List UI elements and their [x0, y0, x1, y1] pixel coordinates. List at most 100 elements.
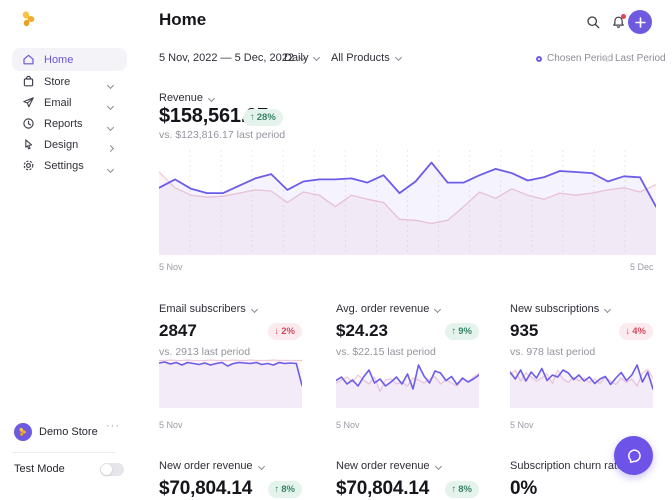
email-subscribers-value: 2847: [159, 321, 197, 340]
new-order-revenue-delta-badge: ↑ 8%: [267, 480, 302, 498]
email-subscribers-chart[interactable]: [159, 358, 302, 408]
avg-order-revenue-metric-select[interactable]: Avg. order revenue: [336, 303, 479, 315]
product-filter-select[interactable]: All Products: [331, 52, 402, 64]
delta-arrow-icon: ↑: [451, 483, 457, 495]
interval-select[interactable]: Daily: [284, 52, 321, 64]
delta-arrow-icon: ↑: [250, 112, 255, 123]
notifications-button[interactable]: [608, 12, 628, 32]
chevron-down-icon: [604, 305, 612, 313]
store-avatar: [14, 423, 32, 441]
new-order-revenue-metric-select[interactable]: New order revenue: [336, 460, 479, 472]
mini-chart-x-label: 5 Nov: [336, 420, 360, 430]
new-subscriptions-comparison: vs. 978 last period: [510, 346, 596, 358]
legend-last-period[interactable]: Last Period: [604, 53, 666, 64]
sidebar-divider: [12, 452, 115, 453]
avg-order-revenue-chart[interactable]: [336, 358, 479, 408]
test-mode-row: Test Mode: [14, 463, 124, 476]
sidebar-item-store[interactable]: Store: [0, 71, 127, 92]
sidebar-item-home[interactable]: Home: [12, 48, 127, 71]
app-logo-icon: [20, 10, 38, 30]
revenue-delta-badge: ↑ 28%: [243, 109, 283, 126]
sidebar-item-label: Store: [44, 75, 71, 88]
search-button[interactable]: [583, 12, 603, 32]
delta-arrow-icon: ↑: [274, 483, 280, 495]
new-subscriptions-metric-select[interactable]: New subscriptions: [510, 303, 653, 315]
test-mode-toggle[interactable]: [100, 463, 124, 476]
chevron-down-icon: [106, 81, 115, 90]
notification-badge: [621, 14, 626, 19]
sidebar-item-settings[interactable]: Settings: [0, 155, 127, 176]
store-more-button[interactable]: ···: [106, 420, 120, 432]
chat-launcher-button[interactable]: [614, 436, 653, 475]
email-subscribers-delta-badge: ↓ 2%: [267, 322, 302, 340]
new-order-revenue-value: $70,804.14: [336, 478, 430, 499]
chosen-period-dot-icon: [536, 55, 542, 62]
avg-order-revenue-card: Avg. order revenue $24.23 ↑ 9% vs. $22.1…: [336, 303, 479, 430]
mini-chart-x-label: 5 Nov: [510, 420, 534, 430]
page-title: Home: [159, 10, 207, 29]
subscription-churn-value: 0%: [510, 478, 538, 499]
revenue-comparison: vs. $123,816.17 last period: [159, 129, 286, 141]
chart-x-end-label: 5 Dec: [630, 262, 654, 272]
chevron-down-icon: [106, 123, 115, 132]
new-order-revenue-value: $70,804.14: [159, 478, 253, 499]
subscription-churn-metric-select[interactable]: Subscription churn rate: [510, 460, 653, 472]
new-order-revenue-metric-select[interactable]: New order revenue: [159, 460, 302, 472]
add-button[interactable]: [628, 10, 652, 34]
chevron-down-icon: [257, 462, 265, 470]
chevron-down-icon: [313, 53, 321, 61]
sidebar-item-email[interactable]: Email: [0, 92, 127, 113]
email-subscribers-comparison: vs. 2913 last period: [159, 346, 251, 358]
chat-bubble-icon: [627, 448, 641, 463]
sidebar-item-label: Email: [44, 96, 72, 109]
chevron-down-icon: [434, 462, 442, 470]
new-order-revenue-card-2: New order revenue $70,804.14 ↑ 8%: [336, 460, 479, 500]
store-name: Demo Store: [39, 426, 98, 438]
sidebar-item-design[interactable]: Design: [0, 134, 127, 155]
chevron-down-icon: [250, 305, 258, 313]
chevron-right-icon: [106, 144, 115, 153]
sidebar-item-label: Design: [44, 138, 79, 151]
sidebar-item-label: Reports: [44, 117, 83, 130]
revenue-label: Revenue: [159, 92, 204, 104]
mini-chart-x-label: 5 Nov: [159, 420, 183, 430]
store-switcher[interactable]: Demo Store: [14, 422, 120, 442]
cursor-icon: [22, 138, 35, 151]
test-mode-label: Test Mode: [14, 463, 65, 475]
sidebar-item-label: Settings: [44, 159, 84, 172]
sidebar-nav: Home Store Email Reports: [0, 48, 127, 176]
home-icon: [22, 53, 35, 66]
date-range-value: 5 Nov, 2022 — 5 Dec, 2022: [159, 52, 294, 64]
interval-value: Daily: [284, 52, 309, 64]
avg-order-revenue-value: $24.23: [336, 321, 388, 340]
sidebar: Home Store Email Reports: [0, 0, 127, 494]
new-order-revenue-delta-badge: ↑ 8%: [444, 480, 479, 498]
chart-x-start-label: 5 Nov: [159, 262, 183, 272]
date-range-picker[interactable]: 5 Nov, 2022 — 5 Dec, 2022: [159, 52, 306, 64]
new-subscriptions-delta-badge: ↓ 4%: [618, 322, 653, 340]
legend-chosen-period[interactable]: Chosen Period: [536, 53, 613, 64]
delta-arrow-icon: ↓: [274, 325, 280, 337]
clock-icon: [22, 117, 35, 130]
chevron-down-icon: [208, 94, 216, 102]
legend-last-label: Last Period: [615, 53, 666, 64]
revenue-chart[interactable]: [159, 150, 656, 255]
last-period-dot-icon: [604, 55, 610, 62]
new-order-revenue-card-1: New order revenue $70,804.14 ↑ 8%: [159, 460, 302, 500]
store-icon: [22, 75, 35, 88]
sidebar-item-reports[interactable]: Reports: [0, 113, 127, 134]
toggle-knob: [101, 464, 112, 475]
chevron-down-icon: [434, 305, 442, 313]
sidebar-item-label: Home: [44, 53, 74, 66]
product-filter-value: All Products: [331, 52, 390, 64]
new-subscriptions-chart[interactable]: [510, 358, 653, 408]
avg-order-revenue-comparison: vs. $22.15 last period: [336, 346, 436, 358]
legend-chosen-label: Chosen Period: [547, 53, 614, 64]
revenue-metric-select[interactable]: Revenue: [159, 92, 216, 104]
gear-icon: [22, 159, 35, 172]
email-subscribers-card: Email subscribers 2847 ↓ 2% vs. 2913 las…: [159, 303, 302, 430]
chevron-down-icon: [394, 53, 402, 61]
chevron-down-icon: [106, 102, 115, 111]
send-icon: [22, 96, 35, 109]
email-subscribers-metric-select[interactable]: Email subscribers: [159, 303, 302, 315]
